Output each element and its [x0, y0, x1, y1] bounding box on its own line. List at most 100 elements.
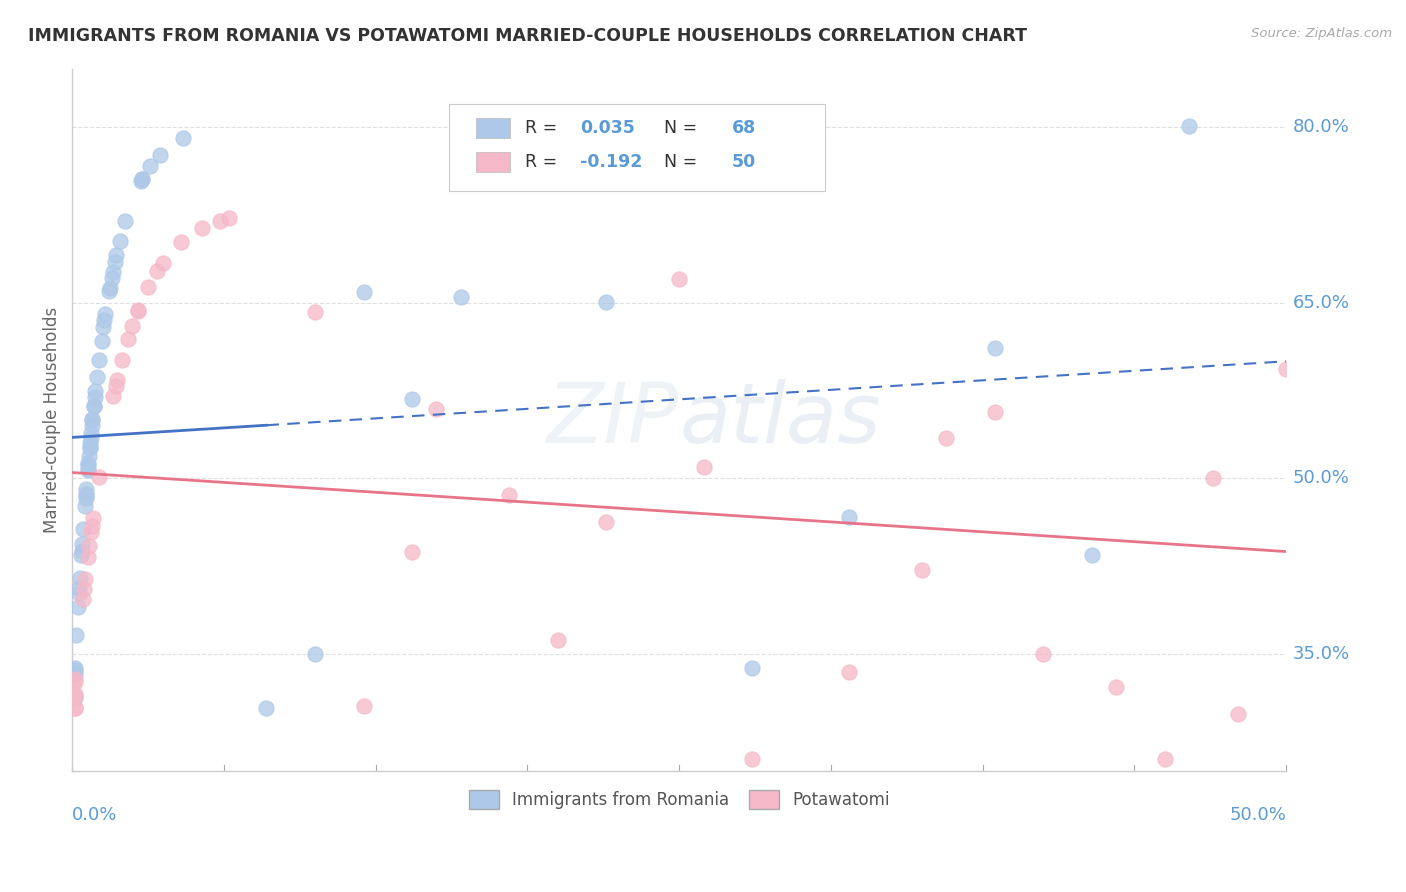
- Point: [98, 284, 121, 298]
- Point: [103, 389, 125, 403]
- Text: 50: 50: [731, 153, 755, 171]
- Point: [353, 699, 375, 714]
- Text: 0.035: 0.035: [579, 120, 634, 137]
- Point: [1153, 752, 1175, 766]
- Point: [1178, 119, 1201, 133]
- Point: [838, 509, 860, 524]
- Point: [63, 689, 86, 703]
- Text: Source: ZipAtlas.com: Source: ZipAtlas.com: [1251, 27, 1392, 40]
- Text: 35.0%: 35.0%: [1292, 645, 1350, 663]
- FancyBboxPatch shape: [449, 103, 825, 192]
- Text: 0.0%: 0.0%: [72, 806, 118, 824]
- Point: [93, 320, 115, 334]
- Point: [353, 285, 375, 299]
- Point: [80, 524, 103, 539]
- Point: [111, 353, 134, 368]
- Text: N =: N =: [652, 153, 702, 171]
- Y-axis label: Married-couple Households: Married-couple Households: [44, 307, 60, 533]
- Text: 80.0%: 80.0%: [1292, 118, 1350, 136]
- Point: [75, 483, 97, 497]
- Point: [789, 138, 811, 153]
- Point: [98, 281, 121, 295]
- Point: [79, 441, 101, 455]
- Text: -0.192: -0.192: [579, 153, 643, 171]
- Point: [741, 661, 763, 675]
- Point: [101, 265, 124, 279]
- Point: [117, 332, 139, 346]
- Point: [401, 392, 423, 406]
- Point: [83, 390, 105, 404]
- Point: [256, 701, 278, 715]
- Point: [498, 137, 520, 152]
- Point: [1202, 471, 1225, 485]
- Point: [131, 172, 153, 186]
- Point: [77, 449, 100, 463]
- Point: [80, 417, 103, 432]
- Point: [1105, 681, 1128, 695]
- Point: [75, 487, 97, 501]
- Point: [77, 458, 100, 472]
- Point: [79, 436, 101, 450]
- Text: ZIP: ZIP: [547, 379, 679, 460]
- Point: [304, 647, 326, 661]
- Point: [77, 456, 100, 470]
- Point: [121, 319, 143, 334]
- Point: [73, 582, 96, 596]
- Text: R =: R =: [524, 120, 562, 137]
- Point: [741, 752, 763, 766]
- Point: [838, 665, 860, 680]
- Point: [79, 440, 101, 454]
- Text: 50.0%: 50.0%: [1292, 469, 1350, 487]
- Point: [114, 214, 136, 228]
- Point: [595, 515, 617, 529]
- Point: [73, 499, 96, 513]
- Point: [304, 305, 326, 319]
- Point: [63, 701, 86, 715]
- Text: 65.0%: 65.0%: [1292, 293, 1350, 311]
- Point: [70, 548, 93, 562]
- Point: [984, 405, 1007, 419]
- Text: 50.0%: 50.0%: [1229, 806, 1286, 824]
- Point: [208, 213, 231, 227]
- Point: [84, 384, 107, 398]
- Point: [104, 378, 127, 392]
- Point: [82, 511, 104, 525]
- Point: [595, 295, 617, 310]
- Point: [90, 334, 112, 348]
- Point: [146, 264, 169, 278]
- Point: [82, 411, 104, 425]
- Text: R =: R =: [524, 153, 562, 171]
- Point: [105, 248, 128, 262]
- Point: [911, 563, 934, 577]
- Point: [105, 373, 128, 387]
- Point: [63, 672, 86, 686]
- Point: [65, 627, 87, 641]
- Point: [72, 522, 94, 536]
- Point: [63, 667, 86, 681]
- Point: [82, 412, 104, 426]
- Point: [425, 401, 447, 416]
- Point: [67, 585, 90, 599]
- Point: [67, 581, 90, 595]
- Point: [86, 369, 108, 384]
- Point: [104, 254, 127, 268]
- Point: [63, 664, 86, 678]
- Point: [1275, 362, 1298, 376]
- Point: [139, 159, 162, 173]
- Point: [76, 463, 98, 477]
- Point: [80, 425, 103, 440]
- Point: [66, 599, 89, 614]
- Point: [136, 280, 159, 294]
- Point: [75, 572, 97, 586]
- Legend: Immigrants from Romania, Potawatomi: Immigrants from Romania, Potawatomi: [463, 783, 897, 815]
- Point: [127, 304, 149, 318]
- Text: IMMIGRANTS FROM ROMANIA VS POTAWATOMI MARRIED-COUPLE HOUSEHOLDS CORRELATION CHAR: IMMIGRANTS FROM ROMANIA VS POTAWATOMI MA…: [28, 27, 1028, 45]
- Text: N =: N =: [652, 120, 702, 137]
- Point: [63, 661, 86, 675]
- Point: [129, 173, 152, 187]
- Point: [75, 488, 97, 502]
- FancyBboxPatch shape: [477, 119, 510, 138]
- Point: [87, 353, 110, 368]
- Point: [1081, 548, 1104, 562]
- Point: [172, 130, 194, 145]
